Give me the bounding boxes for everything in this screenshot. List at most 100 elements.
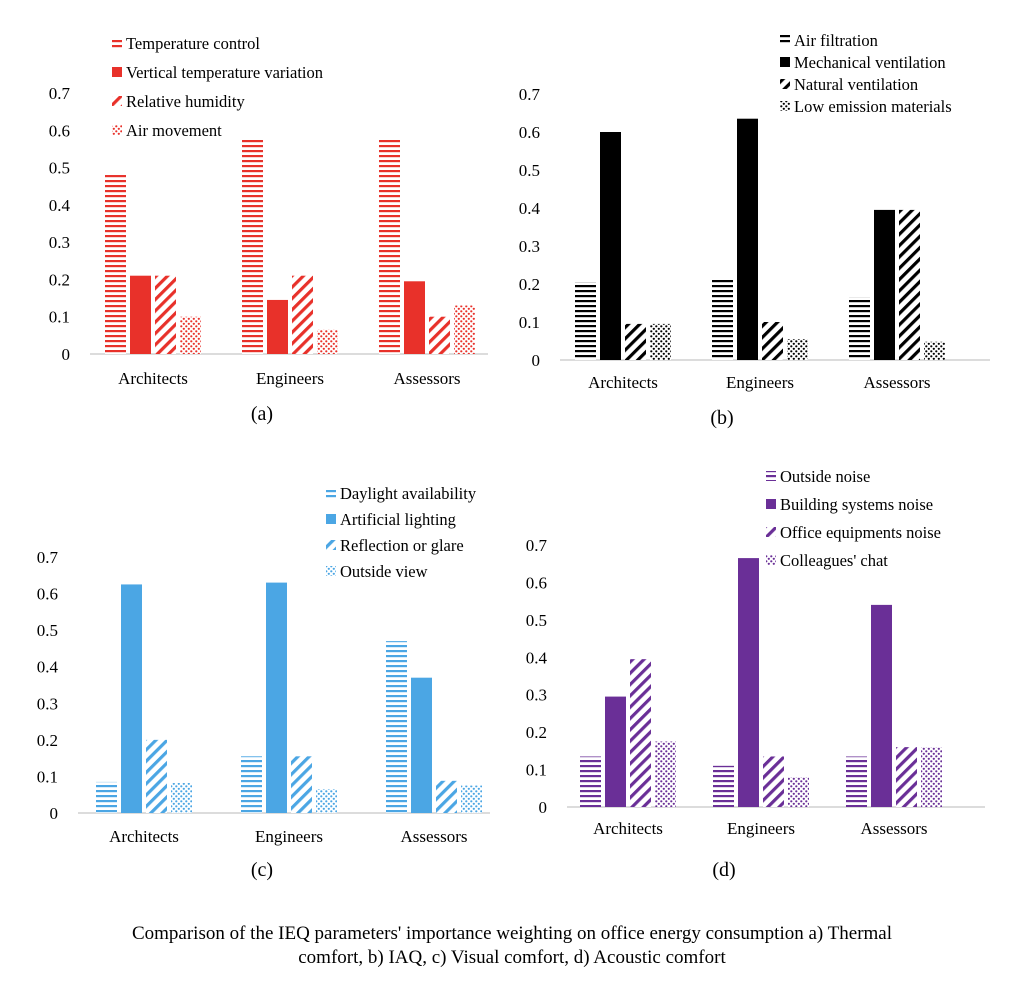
bar-outside-noise-assessors	[846, 756, 867, 807]
bar-building-systems-noise-assessors	[871, 604, 892, 807]
panel-label: (b)	[710, 407, 733, 429]
x-tick-label: Engineers	[726, 373, 794, 392]
legend-label-reflection-or-glare: Reflection or glare	[340, 536, 464, 555]
legend-swatch-low-emission-materials	[780, 101, 790, 111]
y-tick-label: 0.1	[526, 761, 547, 780]
bar-natural-ventilation-engineers	[762, 322, 783, 360]
y-tick-label: 0.7	[37, 548, 59, 567]
legend-swatch-natural-ventilation	[780, 79, 790, 89]
bar-natural-ventilation-architects	[625, 323, 646, 360]
bar-air-filtration-engineers	[712, 278, 733, 360]
bar-office-equipments-noise-engineers	[763, 756, 784, 807]
bar-relative-humidity-assessors	[429, 316, 450, 354]
x-tick-label: Assessors	[860, 819, 927, 838]
legend-swatch-mechanical-ventilation	[780, 57, 790, 67]
bar-artificial-lighting-architects	[121, 584, 142, 813]
y-tick-label: 0	[50, 804, 59, 823]
legend-label-vertical-temperature-variation: Vertical temperature variation	[126, 63, 323, 82]
bar-air-movement-architects	[180, 316, 201, 354]
y-tick-label: 0.2	[526, 723, 547, 742]
legend-label-colleagues-chat: Colleagues' chat	[780, 551, 888, 570]
y-tick-label: 0	[539, 798, 548, 817]
legend-label-office-equipments-noise: Office equipments noise	[780, 523, 941, 542]
bar-outside-noise-engineers	[713, 765, 734, 807]
bar-temperature-control-architects	[105, 175, 126, 354]
caption-line-1: Comparison of the IEQ parameters' import…	[131, 923, 893, 944]
legend-swatch-vertical-temperature-variation	[112, 67, 122, 77]
bar-mechanical-ventilation-engineers	[737, 118, 758, 360]
bar-low-emission-materials-engineers	[787, 339, 808, 360]
legend-swatch-office-equipments-noise	[766, 527, 776, 537]
bar-outside-view-engineers	[316, 789, 337, 813]
bar-colleagues-chat-assessors	[921, 747, 942, 807]
y-tick-label: 0.1	[37, 767, 58, 786]
y-tick-label: 0.5	[49, 159, 70, 178]
panel-label: (a)	[251, 403, 273, 425]
bar-artificial-lighting-engineers	[266, 582, 287, 813]
y-tick-label: 0.2	[519, 275, 540, 294]
bar-vertical-temperature-variation-assessors	[404, 281, 425, 354]
x-tick-label: Architects	[593, 819, 663, 838]
legend-swatch-daylight-availability	[326, 488, 336, 498]
bar-reflection-or-glare-architects	[146, 739, 167, 813]
y-tick-label: 0.4	[526, 648, 548, 667]
bar-air-movement-assessors	[454, 305, 475, 354]
bar-relative-humidity-engineers	[292, 275, 313, 354]
bar-reflection-or-glare-assessors	[436, 780, 457, 813]
y-tick-label: 0.7	[526, 536, 548, 555]
y-tick-label: 0	[62, 345, 71, 364]
y-tick-label: 0.2	[49, 270, 70, 289]
bar-building-systems-noise-architects	[605, 696, 626, 807]
y-tick-label: 0.3	[37, 694, 58, 713]
legend-swatch-colleagues-chat	[766, 555, 776, 565]
y-tick-label: 0	[532, 351, 541, 370]
x-tick-label: Engineers	[256, 369, 324, 388]
legend-label-temperature-control: Temperature control	[126, 34, 260, 53]
bar-colleagues-chat-engineers	[788, 777, 809, 807]
legend-label-natural-ventilation: Natural ventilation	[794, 75, 918, 94]
bar-outside-view-architects	[171, 783, 192, 813]
chart-panel-d: 0 0.1 0.2 0.3 0.4 0.5 0.6 0.7 Architects Engineer…	[526, 467, 985, 881]
bar-low-emission-materials-architects	[650, 323, 671, 360]
y-tick-label: 0.3	[519, 237, 540, 256]
legend-label-artificial-lighting: Artificial lighting	[340, 510, 456, 529]
bar-low-emission-materials-assessors	[924, 341, 945, 360]
bar-daylight-availability-architects	[96, 781, 117, 813]
y-tick-label: 0.1	[519, 313, 540, 332]
legend-label-outside-view: Outside view	[340, 562, 428, 581]
bar-vertical-temperature-variation-architects	[130, 275, 151, 354]
y-tick-label: 0.5	[519, 161, 540, 180]
bar-daylight-availability-assessors	[386, 641, 407, 813]
legend-label-air-filtration: Air filtration	[794, 31, 878, 50]
legend-swatch-relative-humidity	[112, 96, 122, 106]
legend-swatch-artificial-lighting	[326, 514, 336, 524]
bar-natural-ventilation-assessors	[899, 209, 920, 360]
legend-swatch-temperature-control	[112, 38, 122, 48]
legend-swatch-building-systems-noise	[766, 499, 776, 509]
legend-label-low-emission-materials: Low emission materials	[794, 97, 952, 116]
y-tick-label: 0.3	[526, 686, 547, 705]
bar-outside-view-assessors	[461, 785, 482, 813]
bar-building-systems-noise-engineers	[738, 558, 759, 807]
y-tick-label: 0.6	[37, 585, 58, 604]
bar-reflection-or-glare-engineers	[291, 756, 312, 813]
x-tick-label: Architects	[109, 827, 179, 846]
legend-swatch-air-filtration	[780, 35, 790, 45]
bar-vertical-temperature-variation-engineers	[267, 299, 288, 354]
legend-label-mechanical-ventilation: Mechanical ventilation	[794, 53, 946, 72]
panel-label: (c)	[251, 859, 273, 881]
panel-label: (d)	[712, 859, 735, 881]
bar-artificial-lighting-assessors	[411, 677, 432, 813]
bar-office-equipments-noise-architects	[630, 659, 651, 807]
bar-temperature-control-engineers	[242, 137, 263, 354]
bar-air-filtration-assessors	[849, 297, 870, 360]
legend-swatch-outside-view	[326, 566, 336, 576]
x-tick-label: Engineers	[255, 827, 323, 846]
bar-office-equipments-noise-assessors	[896, 747, 917, 807]
legend-swatch-air-movement	[112, 125, 122, 135]
legend-swatch-outside-noise	[766, 471, 776, 481]
bar-daylight-availability-engineers	[241, 756, 262, 813]
legend-label-relative-humidity: Relative humidity	[126, 92, 245, 111]
bar-air-filtration-architects	[575, 282, 596, 360]
